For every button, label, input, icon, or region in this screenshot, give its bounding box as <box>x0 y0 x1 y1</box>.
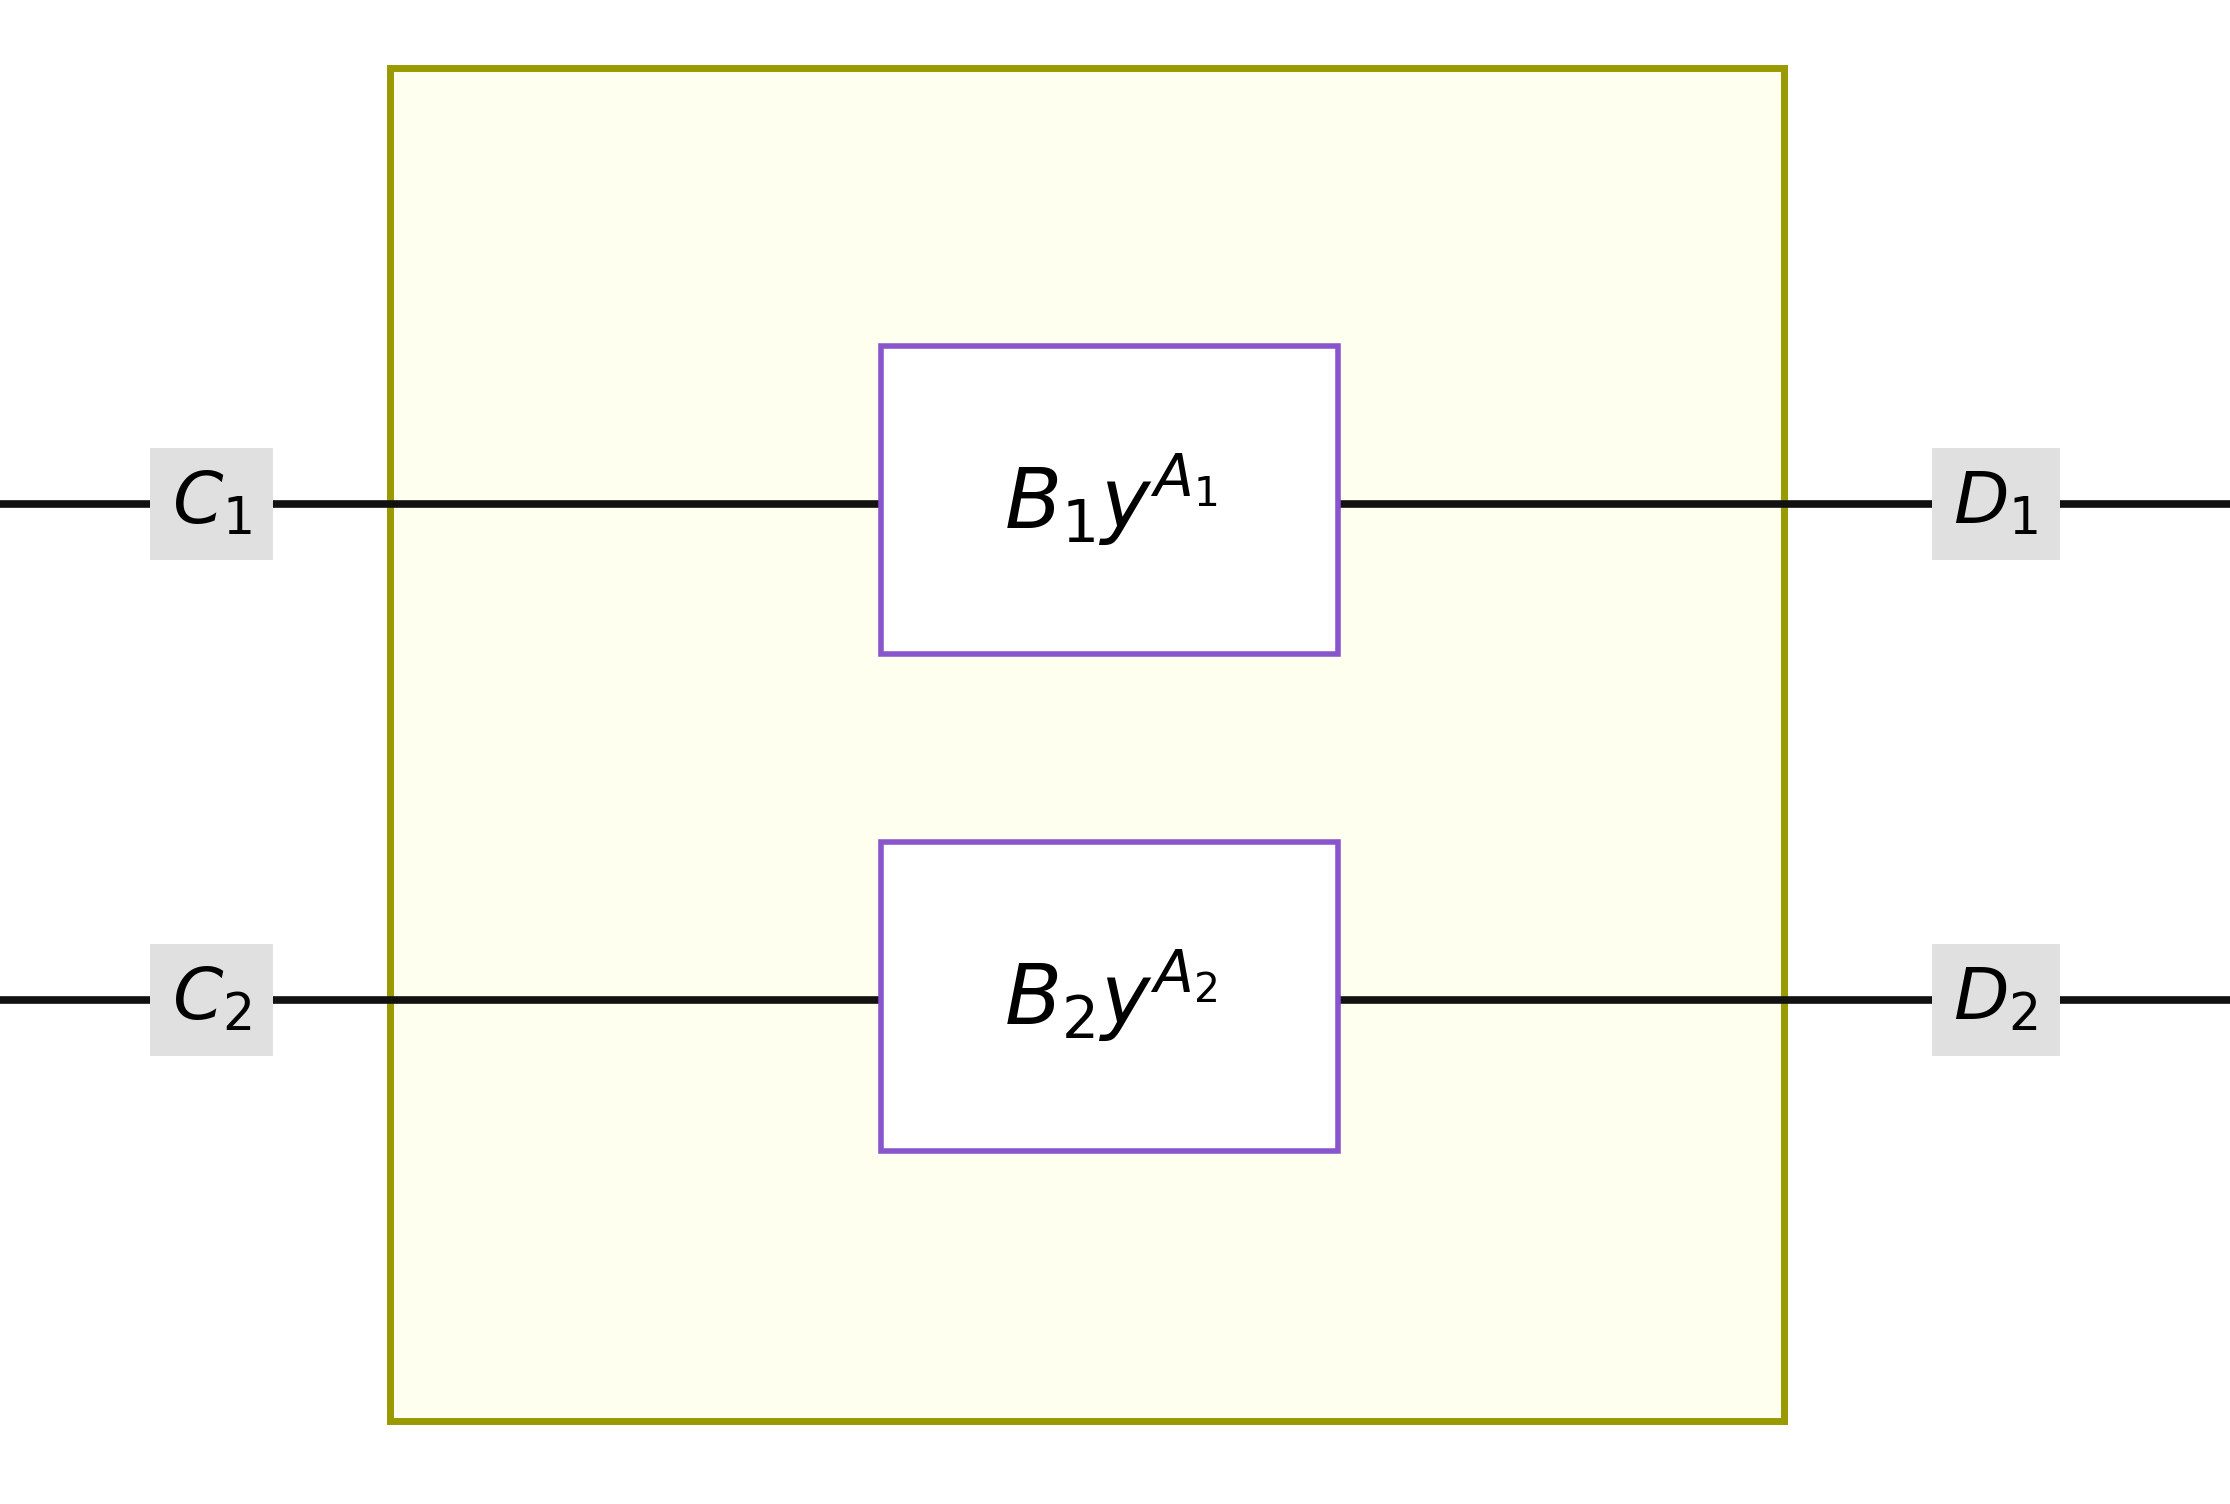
Bar <box>881 842 1338 1151</box>
Text: $C_1$: $C_1$ <box>172 469 252 538</box>
Text: $B_1 y^{A_1}$: $B_1 y^{A_1}$ <box>1004 451 1218 547</box>
Text: $C_2$: $C_2$ <box>172 966 252 1035</box>
Bar <box>881 346 1338 654</box>
Text: $D_2$: $D_2$ <box>1953 966 2038 1035</box>
Text: $D_1$: $D_1$ <box>1953 469 2038 538</box>
Bar <box>390 68 1784 1421</box>
Text: $B_2 y^{A_2}$: $B_2 y^{A_2}$ <box>1004 948 1218 1044</box>
